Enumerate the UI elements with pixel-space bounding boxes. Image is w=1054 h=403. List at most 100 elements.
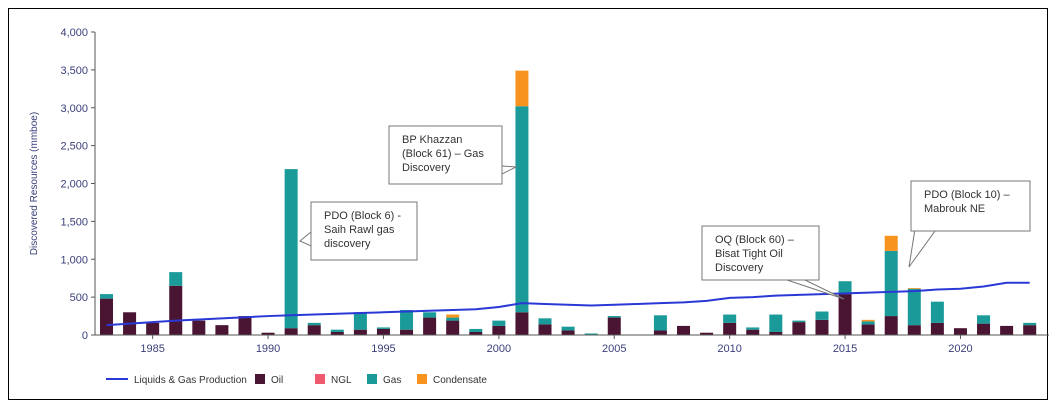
bar-condensate bbox=[446, 314, 460, 318]
x-tick-label: 2000 bbox=[487, 343, 511, 355]
x-tick-label: 1985 bbox=[140, 343, 164, 355]
bar-oil bbox=[100, 298, 113, 335]
bar-gas bbox=[353, 312, 367, 330]
bar-oil bbox=[146, 322, 160, 335]
bar-oil bbox=[746, 329, 760, 335]
y-tick-label: 1,000 bbox=[60, 254, 88, 266]
bar-gas bbox=[861, 321, 875, 325]
bar-oil bbox=[400, 329, 414, 335]
bar-oil bbox=[677, 325, 690, 335]
bar-condensate bbox=[907, 288, 921, 289]
bar-oil bbox=[423, 317, 437, 335]
callout-pointer bbox=[786, 279, 845, 300]
bar-oil bbox=[215, 325, 229, 335]
bar-oil bbox=[838, 294, 852, 335]
bar-gas bbox=[815, 311, 829, 320]
bar-oil bbox=[284, 328, 298, 335]
bar-gas bbox=[376, 327, 390, 329]
bar-gas bbox=[584, 333, 598, 335]
y-tick-label: 2,500 bbox=[60, 141, 88, 153]
bar-gas bbox=[538, 318, 552, 325]
callout-text: Discovery bbox=[715, 262, 764, 274]
bar-oil bbox=[953, 328, 967, 335]
callout-text: Bisat Tight Oil bbox=[715, 248, 783, 260]
bar-gas bbox=[100, 294, 113, 299]
bar-oil bbox=[330, 331, 344, 335]
bar-condensate bbox=[515, 70, 529, 107]
bar-gas bbox=[423, 312, 437, 318]
bar-oil bbox=[723, 322, 737, 335]
callout-text: PDO (Block 10) – bbox=[924, 189, 1010, 201]
bar-oil bbox=[538, 324, 552, 335]
callout-pointer bbox=[501, 165, 518, 175]
x-tick-label: 1990 bbox=[256, 343, 280, 355]
bar-gas bbox=[746, 327, 760, 330]
callout-text: discovery bbox=[324, 238, 371, 250]
bar-gas bbox=[307, 322, 321, 326]
x-tick-label: 2020 bbox=[948, 343, 972, 355]
callout-pointer bbox=[299, 230, 312, 247]
bar-condensate bbox=[884, 235, 898, 251]
x-tick-label: 2005 bbox=[602, 343, 626, 355]
legend-label-oil: Oil bbox=[271, 375, 283, 386]
bar-oil bbox=[353, 329, 367, 335]
callout-text: PDO (Block 6) - bbox=[324, 210, 401, 222]
bar-oil bbox=[261, 332, 275, 335]
bar-condensate bbox=[861, 319, 875, 322]
bar-oil bbox=[446, 320, 460, 335]
bar-gas bbox=[607, 316, 621, 318]
bar-oil bbox=[769, 331, 783, 335]
y-tick-label: 500 bbox=[70, 292, 88, 304]
bar-oil bbox=[469, 331, 483, 335]
discovered-resources-chart: 0 500 1,000 1,500 2,000 2,500 3,000 3,500 4,000 D… bbox=[29, 27, 1049, 386]
bar-gas bbox=[400, 310, 414, 330]
bar-oil bbox=[169, 285, 183, 335]
bar-oil bbox=[700, 332, 714, 335]
callout-box bbox=[701, 225, 820, 281]
bar-gas bbox=[169, 272, 183, 286]
bar-oil bbox=[492, 325, 506, 335]
x-tick-label: 2010 bbox=[717, 343, 741, 355]
bar-gas bbox=[469, 328, 483, 332]
bar-gas bbox=[492, 320, 506, 326]
legend-swatch-ngl bbox=[315, 374, 325, 384]
bar-gas bbox=[284, 169, 298, 329]
bar-oil bbox=[238, 316, 252, 335]
callout-text: OQ (Block 60) – bbox=[715, 234, 795, 246]
bar-gas bbox=[907, 288, 921, 326]
bar-oil bbox=[376, 328, 390, 335]
x-tick-label: 1995 bbox=[371, 343, 395, 355]
bar-oil bbox=[653, 330, 667, 335]
callout-text: BP Khazzan bbox=[402, 134, 462, 146]
bar-oil bbox=[1000, 325, 1014, 335]
legend-label-production: Liquids & Gas Production bbox=[134, 375, 247, 386]
bar-oil bbox=[561, 330, 575, 335]
bar-oil bbox=[1023, 325, 1037, 335]
bar-oil bbox=[977, 323, 991, 335]
bar-gas bbox=[561, 326, 575, 331]
callout-text: Mabrouk NE bbox=[924, 203, 985, 215]
callout-text: Discovery bbox=[402, 162, 451, 174]
bar-oil bbox=[307, 325, 321, 335]
bar-oil bbox=[907, 325, 921, 335]
legend-label-ngl: NGL bbox=[331, 375, 352, 386]
callout-box bbox=[388, 125, 503, 185]
bar-gas bbox=[446, 317, 460, 321]
bar-gas bbox=[884, 250, 898, 317]
bar-oil bbox=[792, 322, 806, 335]
bar-gas bbox=[723, 314, 737, 323]
y-tick-label: 0 bbox=[82, 330, 88, 342]
bar-gas bbox=[977, 315, 991, 324]
bar-oil bbox=[861, 324, 875, 335]
callout-text: (Block 61) – Gas bbox=[402, 148, 484, 160]
bar-oil bbox=[815, 319, 829, 335]
x-tick-label: 2015 bbox=[833, 343, 857, 355]
bar-oil bbox=[192, 320, 206, 335]
y-tick-label: 1,500 bbox=[60, 216, 88, 228]
bar-gas bbox=[653, 315, 667, 331]
legend-label-gas: Gas bbox=[383, 375, 401, 386]
bar-gas bbox=[515, 106, 529, 313]
y-tick-label: 3,000 bbox=[60, 103, 88, 115]
legend-swatch-gas bbox=[367, 374, 377, 384]
callout-box bbox=[910, 180, 1031, 232]
